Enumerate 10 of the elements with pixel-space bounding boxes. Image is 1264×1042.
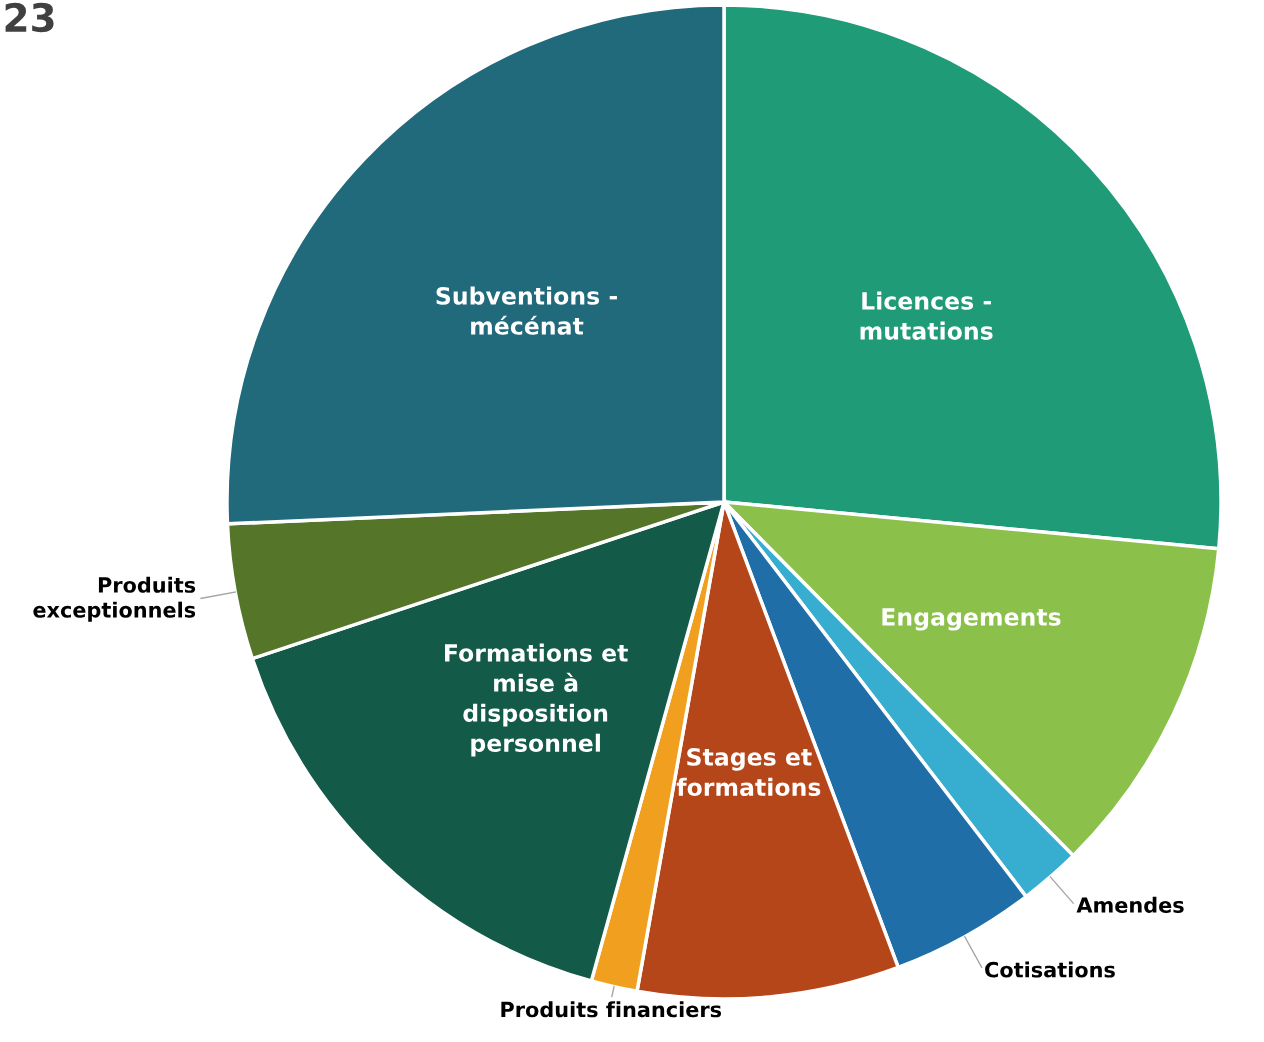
slice-label: Cotisations	[985, 961, 1115, 978]
slice-label: Amendes	[1076, 896, 1184, 913]
slice-label: Engagements	[882, 608, 1061, 631]
slice-label: Formations et mise à disposition personnel	[445, 643, 628, 757]
slice-label: Licences - mutations	[860, 291, 993, 340]
slice-label: Produits exceptionnels	[33, 576, 196, 622]
chart-title: 23	[5, 2, 54, 33]
slice-label: Subventions - mécénat	[436, 286, 617, 335]
slice-label: Produits financiers	[501, 1001, 722, 1018]
slice-label: Stages et formations	[676, 748, 821, 797]
